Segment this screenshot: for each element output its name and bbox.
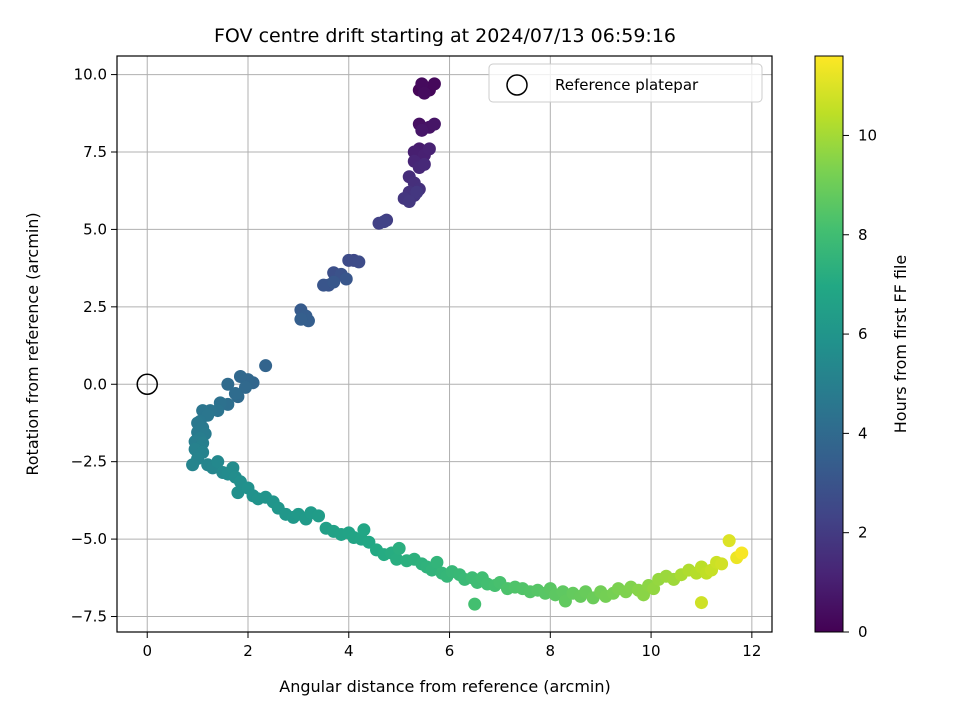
x-tick-label: 4 bbox=[344, 642, 354, 660]
x-tick-label: 0 bbox=[142, 642, 152, 660]
legend-box bbox=[488, 63, 763, 103]
x-tick-label: 8 bbox=[546, 642, 556, 660]
legend: Reference platepar bbox=[488, 63, 763, 103]
colorbar bbox=[814, 55, 844, 633]
data-point bbox=[357, 523, 371, 537]
colorbar-tick-label: 0 bbox=[858, 623, 868, 641]
plot-frame bbox=[116, 55, 773, 633]
data-point bbox=[352, 255, 366, 269]
y-tick-label: 2.5 bbox=[83, 298, 107, 316]
scatter-points bbox=[186, 77, 749, 611]
x-axis-label: Angular distance from reference (arcmin) bbox=[279, 677, 610, 696]
data-point bbox=[211, 455, 225, 469]
data-point bbox=[430, 555, 444, 569]
data-point bbox=[186, 458, 200, 472]
data-point bbox=[231, 486, 245, 500]
legend-entry: Reference platepar bbox=[555, 76, 699, 94]
y-tick-label: −5.0 bbox=[71, 530, 107, 548]
data-point bbox=[402, 195, 416, 209]
data-point bbox=[390, 552, 404, 566]
colorbar-tick-label: 6 bbox=[858, 325, 868, 343]
y-axis-label: Rotation from reference (arcmin) bbox=[23, 212, 42, 475]
y-tick-label: 0.0 bbox=[83, 375, 107, 393]
data-point bbox=[694, 596, 708, 610]
data-point bbox=[392, 541, 406, 555]
data-point bbox=[722, 534, 736, 548]
data-point bbox=[312, 509, 326, 523]
x-tick-label: 2 bbox=[243, 642, 253, 660]
data-point bbox=[422, 142, 436, 156]
y-tick-label: −7.5 bbox=[71, 608, 107, 626]
data-point bbox=[417, 86, 431, 100]
data-point bbox=[427, 117, 441, 131]
colorbar-ticks: 0 2 4 6 8 10 bbox=[843, 126, 877, 641]
grid-lines bbox=[117, 56, 772, 632]
data-point bbox=[259, 359, 273, 373]
colorbar-tick-label: 2 bbox=[858, 524, 868, 542]
data-point bbox=[715, 557, 729, 571]
data-point bbox=[221, 377, 235, 391]
data-point bbox=[317, 278, 331, 292]
data-point bbox=[339, 272, 353, 286]
data-point bbox=[417, 157, 431, 171]
y-tick-label: 7.5 bbox=[83, 143, 107, 161]
y-tick-label: 5.0 bbox=[83, 220, 107, 238]
data-point bbox=[238, 380, 252, 394]
data-point bbox=[327, 275, 341, 289]
colorbar-tick-label: 10 bbox=[858, 126, 877, 144]
data-point bbox=[233, 370, 247, 384]
data-point bbox=[377, 215, 391, 229]
data-point bbox=[294, 312, 308, 326]
data-point bbox=[342, 253, 356, 267]
colorbar-tick-label: 8 bbox=[858, 226, 868, 244]
reference-marker bbox=[136, 373, 158, 396]
x-axis-ticks: 0 2 4 6 8 10 12 bbox=[142, 632, 761, 660]
legend-marker bbox=[506, 74, 528, 96]
data-point bbox=[407, 145, 421, 159]
data-point bbox=[735, 546, 749, 560]
data-point bbox=[427, 77, 441, 91]
colorbar-label: Hours from first FF file bbox=[891, 255, 910, 434]
y-tick-label: 10.0 bbox=[74, 66, 107, 84]
x-tick-label: 12 bbox=[742, 642, 761, 660]
data-point bbox=[415, 123, 429, 137]
chart-title: FOV centre drift starting at 2024/07/13 … bbox=[214, 25, 676, 47]
colorbar-tick-label: 4 bbox=[858, 424, 868, 442]
data-point bbox=[410, 185, 424, 199]
data-point bbox=[468, 597, 482, 611]
data-point bbox=[228, 387, 242, 401]
y-tick-label: −2.5 bbox=[71, 453, 107, 471]
x-tick-label: 6 bbox=[445, 642, 455, 660]
y-axis-ticks: −7.5 −5.0 −2.5 0.0 2.5 5.0 7.5 10.0 bbox=[71, 66, 117, 626]
x-tick-label: 10 bbox=[642, 642, 661, 660]
